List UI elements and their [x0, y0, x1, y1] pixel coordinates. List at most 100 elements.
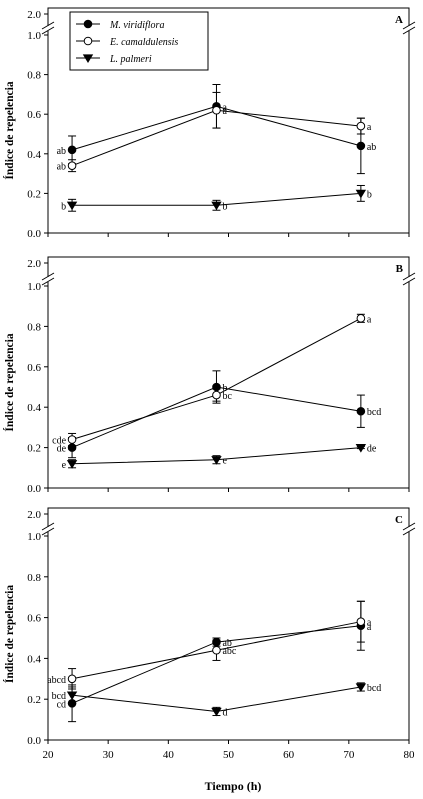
data-label: bcd — [367, 407, 381, 418]
chart-panel-c: 0.0 0.2 0.4 0.6 0.8 1.0 2.0 20 30 40 50 60 70 80 Índic… — [2, 507, 416, 761]
plot-frame-upper — [47, 256, 410, 277]
data-point — [67, 674, 77, 684]
data-point — [212, 645, 221, 655]
data-point — [67, 145, 77, 155]
y-tick-label: 0.2 — [27, 694, 41, 706]
legend-marker — [83, 19, 93, 29]
data-point — [356, 121, 366, 131]
x-tick-label: 40 — [163, 749, 175, 761]
y-axis-title: Índice de repelencia — [2, 585, 16, 683]
axis-break-right — [402, 26, 416, 35]
data-point — [355, 683, 367, 692]
data-point — [211, 456, 222, 465]
y-tick-label: 0.0 — [27, 228, 41, 240]
data-label: b — [222, 383, 227, 394]
x-tick-label: 60 — [283, 749, 295, 761]
panel-label: A — [395, 14, 403, 26]
axis-break-right — [402, 277, 416, 286]
panel-label: C — [395, 514, 403, 526]
legend-marker — [83, 36, 93, 46]
axis-break-left — [41, 21, 55, 30]
data-label: abc — [222, 646, 236, 657]
axis-break-left — [41, 522, 55, 531]
x-axis-title: Tiempo (h) — [205, 779, 262, 793]
series-2: b b b — [61, 184, 372, 212]
y-axis-title: Índice de repelencia — [2, 333, 16, 431]
plot-frame — [47, 532, 410, 741]
chart-panel-a: 0.0 0.2 0.4 0.6 0.8 1.0 2.0 Índice de repelenci… — [2, 7, 416, 240]
plot-frame-upper — [47, 7, 410, 26]
data-label: cd — [57, 699, 66, 710]
y-tick-label: 1.0 — [27, 531, 41, 543]
y-tick-label: 0.2 — [27, 188, 41, 200]
legend-entry: L. palmeri — [109, 54, 152, 65]
plot-frame-upper — [47, 507, 410, 527]
x-tick-label: 50 — [223, 749, 235, 761]
x-tick-label: 80 — [404, 749, 416, 761]
y-tick-label: 0.4 — [27, 149, 41, 161]
data-point — [356, 314, 366, 323]
axis-break-left — [41, 277, 55, 286]
data-label: e — [62, 460, 67, 471]
y-tick-label: 0.6 — [27, 362, 41, 374]
data-label: bcd — [367, 683, 381, 694]
data-point — [356, 617, 366, 626]
panel-label: B — [396, 263, 404, 275]
data-point — [211, 201, 222, 211]
data-point — [212, 105, 221, 115]
data-point — [356, 141, 366, 151]
data-label: d — [222, 707, 227, 718]
legend-entry: E. camaldulensis — [109, 37, 178, 48]
data-point — [355, 443, 367, 453]
axis-break-left — [41, 26, 55, 35]
data-label: b — [367, 189, 372, 200]
y-tick-label: 0.4 — [27, 402, 41, 414]
data-label: de — [367, 444, 377, 455]
data-label: ab — [222, 638, 231, 649]
data-label: a — [222, 102, 227, 113]
data-point — [67, 435, 77, 444]
data-label: a — [222, 106, 227, 117]
y-tick-label: 0.6 — [27, 613, 41, 625]
data-label: ab — [367, 142, 376, 153]
y-tick-label-high: 2.0 — [27, 509, 41, 521]
y-tick-label: 0.0 — [27, 483, 41, 495]
series-line — [71, 625, 361, 704]
data-label: a — [367, 314, 372, 325]
data-label: a — [367, 122, 372, 133]
y-tick-label: 1.0 — [27, 281, 41, 293]
data-label: b — [222, 201, 227, 212]
series-1: abcd abc a — [47, 600, 372, 690]
series-2: bcd d bcd — [52, 682, 381, 718]
series-1: cde bc a — [52, 313, 372, 447]
data-point — [212, 390, 221, 400]
axis-break-right — [402, 272, 416, 281]
y-tick-label-high: 2.0 — [27, 9, 41, 21]
data-point — [355, 189, 367, 199]
data-label: e — [222, 456, 227, 467]
y-tick-label: 0.6 — [27, 109, 41, 121]
series-2: e e de — [62, 444, 377, 471]
legend: M. viridiflora E. camaldulensis L. palmeri — [69, 11, 209, 71]
axis-break-left — [41, 527, 55, 536]
data-label: bc — [222, 391, 232, 402]
data-point — [66, 691, 78, 701]
x-tick-label: 20 — [43, 749, 55, 761]
chart-panel-b: 0.0 0.2 0.4 0.6 0.8 1.0 2.0 Índice de repelenci… — [2, 256, 416, 495]
data-point — [211, 707, 222, 717]
y-tick-label: 0.0 — [27, 735, 41, 747]
data-label: bcd — [52, 691, 66, 702]
plot-frame — [47, 282, 410, 489]
data-label: de — [57, 444, 67, 455]
series-0: cd ab a — [57, 600, 372, 723]
data-label: a — [367, 618, 372, 629]
axis-break-left — [41, 272, 55, 281]
data-point — [66, 460, 78, 469]
axis-break-right — [402, 522, 416, 531]
data-label: ab — [57, 146, 66, 157]
axis-break-right — [402, 527, 416, 536]
y-tick-label: 0.8 — [27, 321, 41, 333]
data-label: abcd — [47, 675, 66, 686]
